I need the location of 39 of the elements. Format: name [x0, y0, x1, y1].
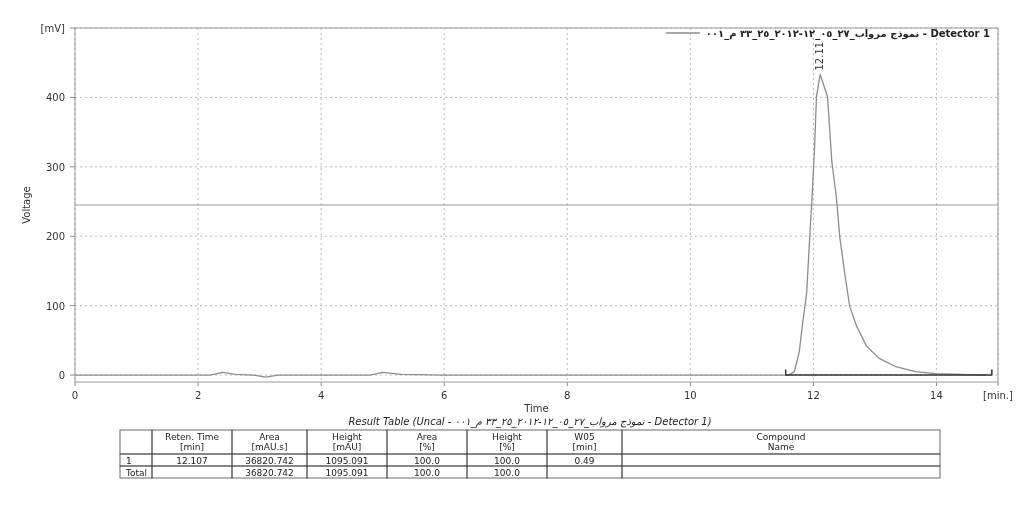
- text: Total: [126, 467, 148, 478]
- text: Result Table (Uncal - نموذج مرواب_٢٧_٠٥_١٢-٢٠١٢_٢٥_٣٣ م_٠٠١ - Detector 1): [348, 416, 712, 428]
- x-tick-label: 0: [71, 390, 79, 401]
- text: 1095.091: [325, 455, 369, 466]
- legend-label: نموذج مرواب_٢٧_٠٥_١٢-٢٠١٢_٢٥_٣٣ م_٠٠١ - Detector 1: [705, 28, 991, 40]
- text: 1: [126, 455, 132, 466]
- y-tick-label: 400: [45, 92, 65, 104]
- x-tick-label: 10: [683, 390, 697, 401]
- y-tick-label: 0: [58, 370, 65, 382]
- text: 0.49: [574, 455, 595, 466]
- category-label: Height [%]: [492, 432, 523, 452]
- text: 100.0: [494, 467, 520, 478]
- x-tick-label: 4: [317, 390, 325, 401]
- x-axis-title: Time: [523, 403, 549, 414]
- y-tick-label: 200: [45, 231, 65, 243]
- text: 36820.742: [245, 467, 294, 478]
- text: 1095.091: [325, 467, 369, 478]
- x-tick-label: 6: [441, 390, 448, 401]
- category-label: Reten. Time [min]: [165, 432, 220, 452]
- y-tick-label: [mV]: [40, 23, 66, 34]
- x-tick-label: 12: [807, 390, 820, 401]
- text: 12.107: [176, 455, 208, 466]
- text: 100.0: [414, 455, 440, 466]
- x-tick-label: 14: [930, 390, 943, 401]
- y-tick-label: 100: [45, 300, 65, 312]
- category-label: Height [mAU]: [332, 432, 363, 452]
- annotation: 12.11: [814, 41, 826, 71]
- category-label: W05 [min]: [572, 432, 597, 452]
- x-tick-label: 8: [564, 390, 571, 401]
- category-label: Area [mAU.s]: [251, 432, 288, 452]
- text: 100.0: [494, 455, 520, 466]
- x-tick-label: 2: [194, 390, 202, 401]
- category-label: Compound Name: [756, 432, 806, 452]
- y-tick-label: 300: [45, 161, 65, 173]
- category-label: Area [%]: [416, 432, 438, 452]
- y-axis-title: Voltage: [21, 186, 32, 224]
- x-tick-label: [min.]: [983, 390, 1014, 401]
- text: 36820.742: [245, 455, 294, 466]
- text: 100.0: [414, 467, 440, 478]
